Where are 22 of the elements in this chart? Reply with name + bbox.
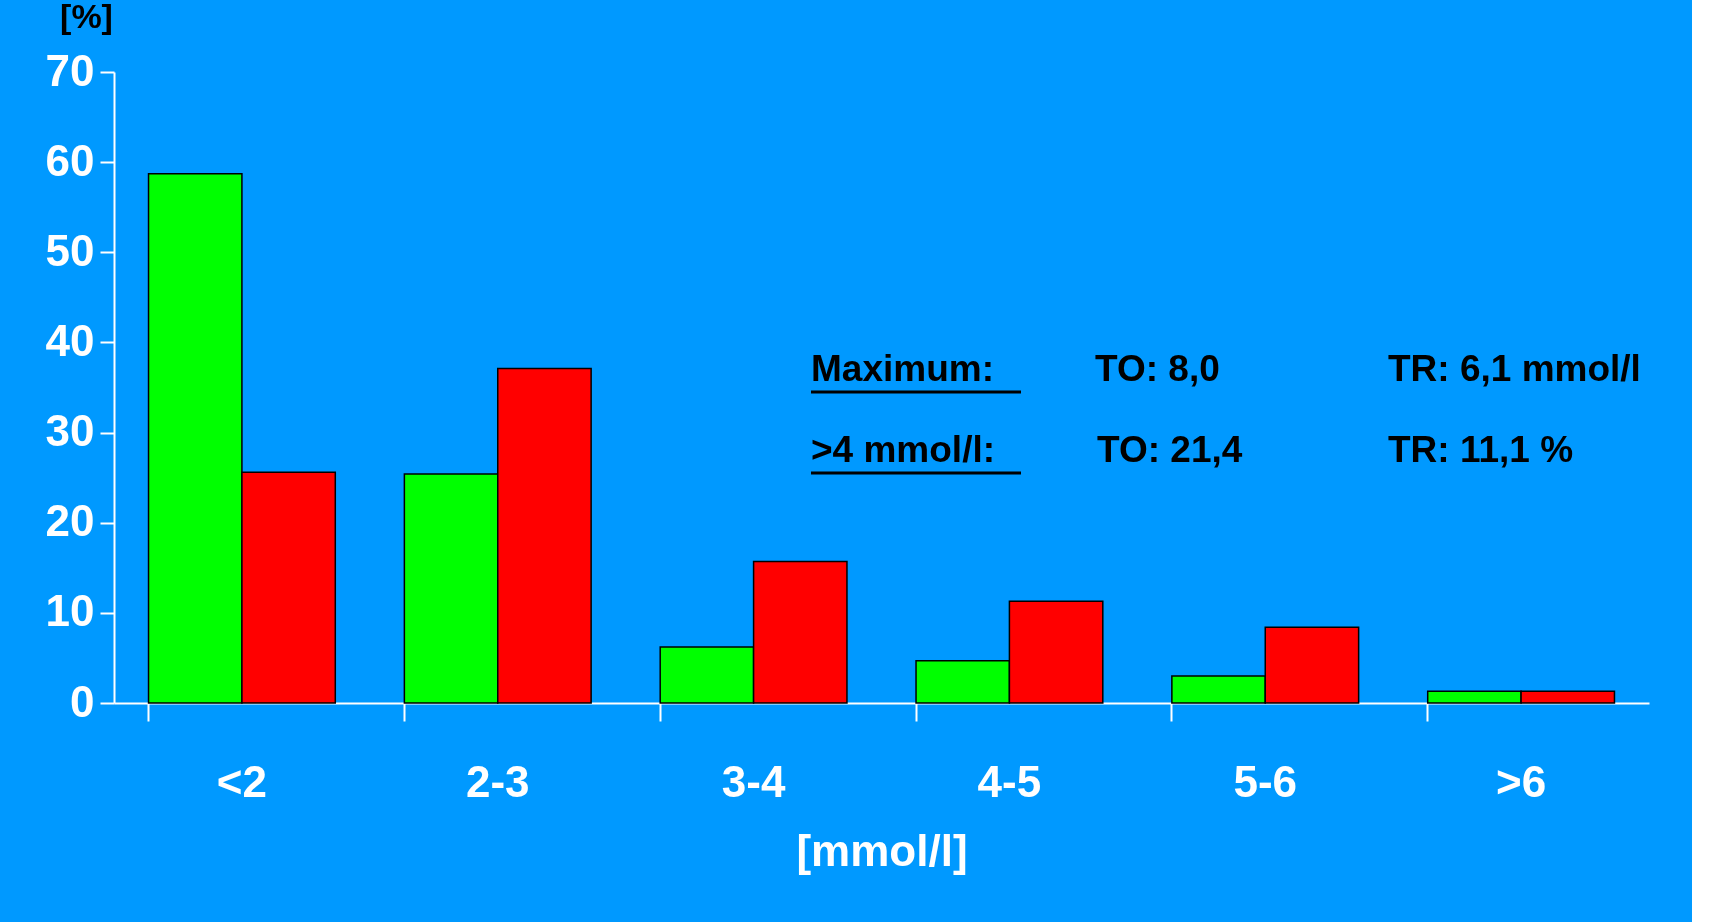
- x-tick-label: 4-5: [977, 756, 1042, 806]
- x-tick-label: 3-4: [721, 756, 786, 806]
- y-tick-label: 0: [70, 676, 95, 726]
- annotation: TR: 6,1 mmol/l: [1388, 348, 1641, 389]
- x-tick-label: 2-3: [465, 756, 530, 806]
- annotation: TO: 8,0: [1095, 348, 1220, 389]
- x-tick-label: >6: [1496, 756, 1547, 806]
- y-axis-title: [%]: [60, 0, 113, 35]
- y-tick-label: 40: [45, 315, 95, 365]
- y-tick-label: 30: [45, 406, 95, 456]
- x-tick-label: 5-6: [1233, 756, 1298, 806]
- x-tick-label: <2: [216, 756, 267, 806]
- y-tick-label: 20: [45, 496, 95, 546]
- annotation: >4 mmol/l:: [811, 429, 996, 470]
- y-tick-label: 60: [45, 135, 95, 185]
- y-tick-label: 70: [45, 45, 95, 95]
- y-tick-label: 10: [45, 586, 95, 636]
- annotation: TO: 21,4: [1097, 429, 1243, 470]
- y-tick-label: 50: [45, 225, 95, 275]
- x-axis-title: [mmol/l]: [796, 825, 968, 875]
- annotation: TR: 11,1 %: [1388, 429, 1574, 470]
- annotation: Maximum:: [811, 348, 994, 389]
